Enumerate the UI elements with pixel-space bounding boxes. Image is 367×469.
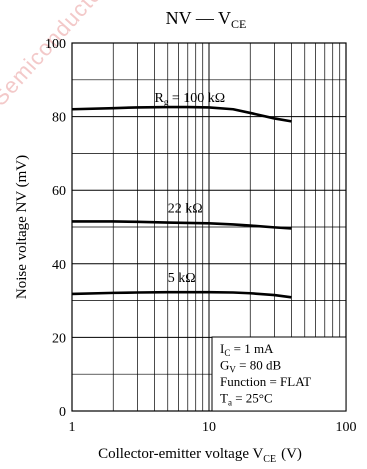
chart-title-main: NV — V <box>166 8 231 28</box>
x-tick-label: 10 <box>202 420 216 435</box>
condition-line: Ta = 25°C <box>220 391 273 408</box>
y-tick-label: 60 <box>52 184 66 199</box>
series-line <box>72 221 291 228</box>
y-tick-label: 40 <box>52 258 66 273</box>
condition-line: Function = FLAT <box>220 374 311 389</box>
chart-title: NV — VCE <box>166 8 247 31</box>
y-axis-label: Noise voltage NV (mV) <box>14 155 30 299</box>
y-tick-label: 100 <box>45 37 66 52</box>
series-label: 5 kΩ <box>168 271 196 286</box>
y-tick-label: 80 <box>52 111 66 126</box>
x-tick-label: 1 <box>69 420 76 435</box>
chart-title-sub: CE <box>231 17 246 31</box>
series-line <box>72 292 291 297</box>
series-labels: Rg = 100 kΩ 22 kΩ 5 kΩ <box>154 91 225 286</box>
x-tick-label: 100 <box>336 420 357 435</box>
x-axis-label: Collector-emitter voltage VCE (V) <box>98 446 302 465</box>
condition-line: GV = 80 dB <box>220 358 281 375</box>
y-tick-label: 0 <box>59 405 66 420</box>
x-axis-label-unit: (V) <box>281 446 302 462</box>
y-tick-label: 20 <box>52 331 66 346</box>
x-axis-label-main: Collector-emitter voltage V <box>98 446 263 462</box>
series-line <box>72 107 291 121</box>
series-label: Rg = 100 kΩ <box>154 91 225 107</box>
x-axis-label-sub: CE <box>263 454 276 465</box>
series-label: 22 kΩ <box>168 201 203 216</box>
